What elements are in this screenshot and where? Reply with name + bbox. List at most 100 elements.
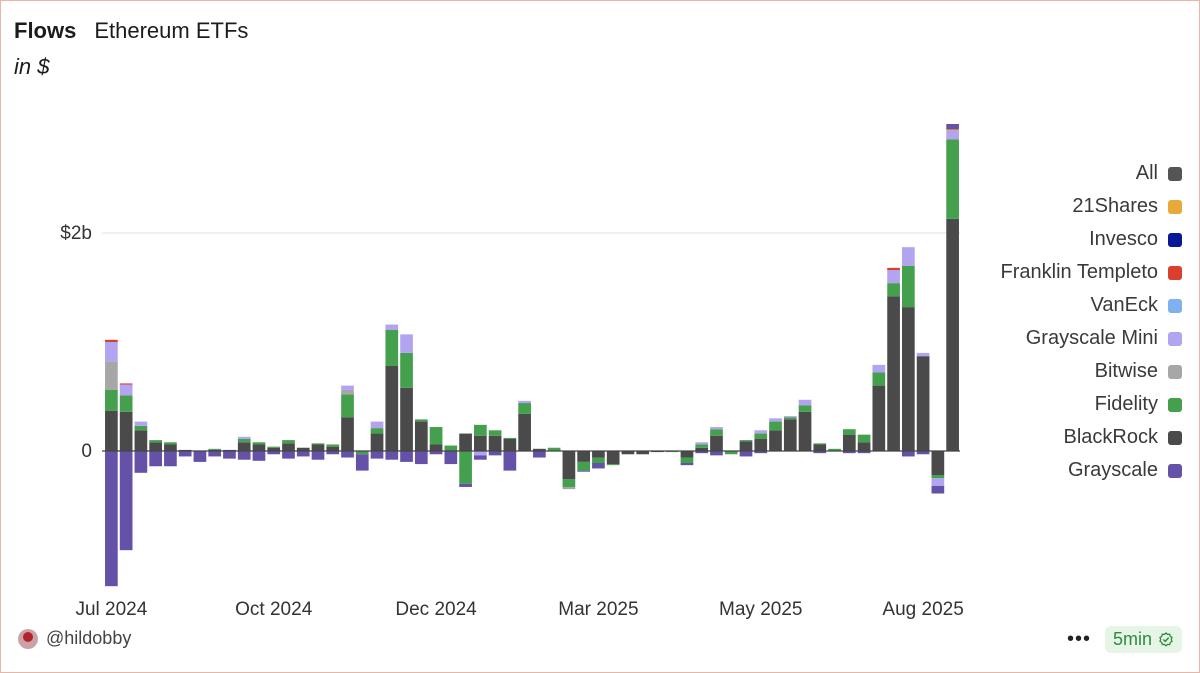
bar-segment-grayscale-mini[interactable] — [134, 421, 148, 426]
bar-segment-grayscale[interactable] — [680, 462, 694, 466]
bar-segment-grayscale[interactable] — [267, 451, 281, 455]
bar-segment-grayscale[interactable] — [237, 451, 251, 460]
bar-segment-fidelity[interactable] — [798, 405, 812, 412]
bar-segment-21shares[interactable] — [946, 129, 959, 131]
bar-segment-grayscale-mini[interactable] — [931, 478, 945, 486]
bar-segment-blackrock[interactable] — [887, 296, 900, 451]
bar-segment-blackrock[interactable] — [562, 451, 576, 480]
bar-segment-grayscale[interactable] — [592, 462, 605, 469]
bar-segment-blackrock[interactable] — [518, 413, 531, 451]
bar-segment-grayscale[interactable] — [444, 451, 458, 465]
bar-segment-blackrock[interactable] — [119, 411, 133, 451]
bar-segment-grayscale[interactable] — [400, 451, 413, 462]
bar-segment-grayscale[interactable] — [208, 451, 222, 457]
bar-segment-grayscale[interactable] — [311, 451, 325, 460]
bar-segment-grayscale[interactable] — [488, 451, 502, 456]
bar-segment-grayscale[interactable] — [695, 451, 709, 454]
bar-segment-fidelity[interactable] — [872, 372, 886, 386]
bar-segment-blackrock[interactable] — [798, 411, 812, 451]
bar-segment-fidelity[interactable] — [901, 265, 915, 308]
bar-segment-fidelity[interactable] — [488, 430, 502, 436]
more-options-button[interactable]: ••• — [1066, 628, 1091, 650]
bar-segment-blackrock[interactable] — [577, 451, 591, 462]
bar-segment-blackrock[interactable] — [695, 447, 709, 451]
bar-segment-blackrock[interactable] — [946, 218, 959, 451]
bar-segment-fidelity[interactable] — [680, 457, 694, 463]
bar-segment-blackrock[interactable] — [916, 356, 930, 451]
bar-segment-blackrock[interactable] — [931, 451, 945, 475]
bar-segment-grayscale-mini[interactable] — [769, 418, 782, 422]
bar-segment-grayscale[interactable] — [503, 451, 517, 471]
bar-segment-grayscale[interactable] — [252, 451, 266, 461]
bar-segment-bitwise[interactable] — [341, 389, 354, 395]
bar-segment-fidelity[interactable] — [311, 443, 325, 445]
bar-segment-fidelity[interactable] — [237, 439, 251, 443]
bar-segment-fidelity[interactable] — [783, 417, 797, 420]
bar-segment-blackrock[interactable] — [385, 365, 399, 451]
bar-segment-grayscale[interactable] — [842, 451, 856, 454]
bar-segment-blackrock[interactable] — [872, 385, 886, 451]
bar-segment-fidelity[interactable] — [754, 433, 768, 440]
bar-segment-grayscale-mini[interactable] — [518, 400, 531, 404]
bar-segment-fidelity[interactable] — [518, 403, 531, 414]
bar-segment-grayscale[interactable] — [710, 451, 723, 456]
bar-segment-fidelity[interactable] — [355, 451, 369, 455]
bar-segment-blackrock[interactable] — [459, 433, 472, 451]
bar-segment-grayscale-mini[interactable] — [400, 334, 413, 353]
bar-segment-grayscale[interactable] — [105, 451, 118, 587]
bar-segment-grayscale[interactable] — [931, 485, 945, 494]
bar-segment-fidelity[interactable] — [326, 444, 340, 447]
bar-segment-grayscale[interactable] — [178, 451, 192, 457]
bar-segment-grayscale[interactable] — [459, 483, 472, 487]
bar-segment-fidelity[interactable] — [857, 434, 871, 443]
bar-segment-blackrock[interactable] — [739, 441, 753, 451]
bar-segment-blackrock[interactable] — [311, 444, 325, 451]
bar-segment-blackrock[interactable] — [769, 430, 782, 451]
bar-segment-fidelity[interactable] — [267, 446, 281, 448]
bar-segment-blackrock[interactable] — [237, 442, 251, 451]
bar-segment-fidelity[interactable] — [134, 425, 148, 431]
bar-segment-grayscale[interactable] — [134, 451, 148, 473]
bar-segment-fidelity[interactable] — [459, 451, 472, 484]
bar-segment-blackrock[interactable] — [813, 444, 827, 451]
bar-segment-grayscale-mini[interactable] — [872, 364, 886, 373]
bar-segment-grayscale[interactable] — [916, 451, 930, 455]
bar-segment-blackrock[interactable] — [429, 444, 443, 451]
bar-segment-fidelity[interactable] — [710, 429, 723, 436]
bar-segment-blackrock[interactable] — [370, 433, 384, 451]
bar-segment-blackrock[interactable] — [414, 421, 428, 451]
bar-segment-grayscale[interactable] — [739, 451, 753, 457]
bar-segment-fidelity[interactable] — [695, 444, 709, 448]
bar-segment-franklin-templeto[interactable] — [105, 339, 118, 342]
legend-item[interactable]: Franklin Templeto — [1001, 256, 1182, 289]
bar-segment-fidelity[interactable] — [164, 442, 177, 445]
bar-segment-grayscale-mini[interactable] — [901, 247, 915, 266]
bar-segment-blackrock[interactable] — [842, 434, 856, 451]
bar-segment-grayscale[interactable] — [754, 451, 768, 454]
bar-segment-grayscale-mini[interactable] — [710, 427, 723, 430]
bar-segment-bitwise[interactable] — [105, 361, 118, 390]
bar-segment-fidelity[interactable] — [119, 395, 133, 412]
bar-segment-blackrock[interactable] — [636, 451, 650, 455]
bar-segment-grayscale-mini[interactable] — [916, 352, 930, 357]
bar-segment-grayscale[interactable] — [296, 451, 310, 457]
bar-segment-fidelity[interactable] — [105, 389, 118, 411]
bar-segment-grayscale-mini[interactable] — [341, 385, 354, 390]
bar-segment-blackrock[interactable] — [252, 444, 266, 451]
bar-segment-grayscale-mini[interactable] — [783, 416, 797, 418]
bar-segment-blackrock[interactable] — [901, 307, 915, 451]
legend-item[interactable]: Grayscale Mini — [1001, 322, 1182, 355]
bar-segment-blackrock[interactable] — [680, 451, 694, 458]
bar-segment-grayscale[interactable] — [857, 451, 871, 454]
bar-segment-blackrock[interactable] — [592, 451, 605, 458]
bar-segment-grayscale-mini[interactable] — [887, 270, 900, 284]
legend-item[interactable]: Fidelity — [1001, 388, 1182, 421]
bar-segment-fidelity[interactable] — [414, 419, 428, 422]
legend-item[interactable]: VanEck — [1001, 289, 1182, 322]
bar-segment-grayscale[interactable] — [901, 451, 915, 457]
bar-segment-fidelity[interactable] — [473, 424, 487, 436]
bar-segment-grayscale-mini[interactable] — [695, 442, 709, 445]
bar-segment-blackrock[interactable] — [710, 435, 723, 451]
bar-segment-fidelity[interactable] — [946, 139, 959, 219]
bar-segment-grayscale-mini[interactable] — [370, 421, 384, 429]
